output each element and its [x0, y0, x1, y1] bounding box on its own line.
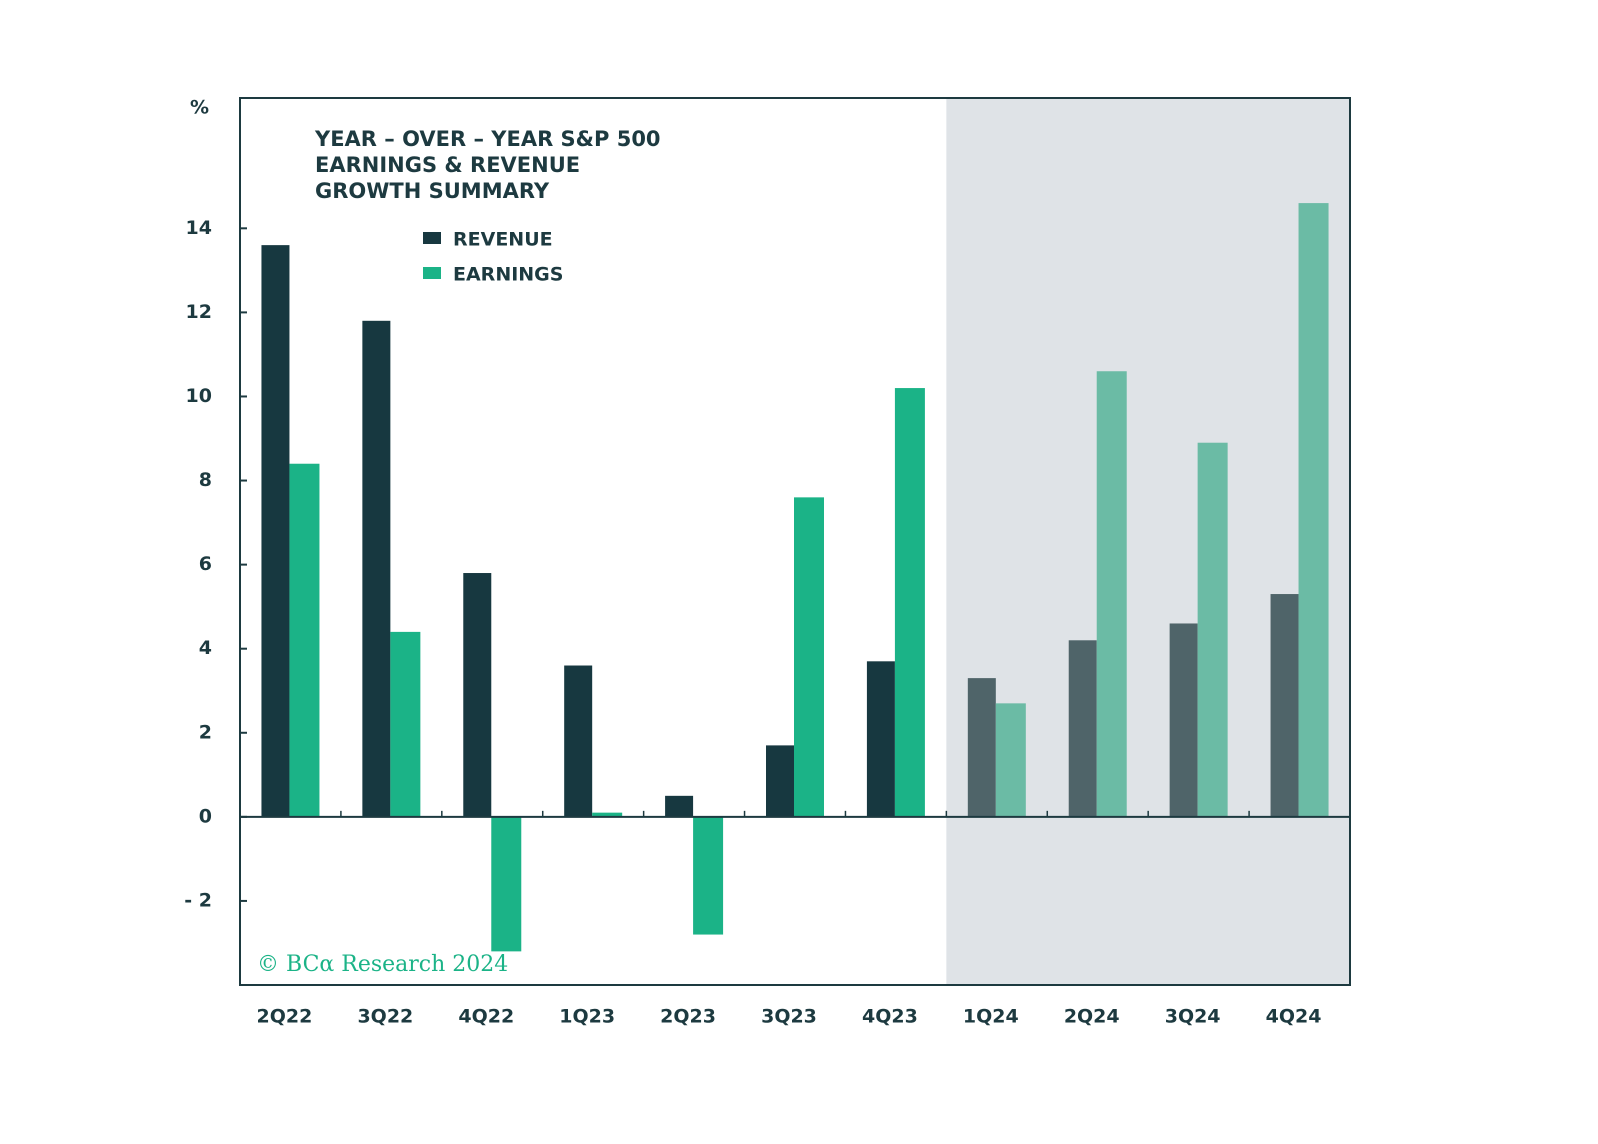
y-tick-label: 2	[199, 721, 212, 743]
legend-label: REVENUE	[453, 229, 553, 251]
bar	[766, 745, 794, 817]
bar	[289, 463, 320, 817]
bar	[665, 795, 694, 817]
y-tick-label: 10	[186, 385, 212, 407]
bar	[1169, 623, 1198, 817]
x-tick-label: 1Q23	[559, 1006, 615, 1028]
bar	[1270, 594, 1299, 817]
title-line: YEAR – OVER – YEAR S&P 500	[314, 127, 661, 151]
bar	[866, 661, 895, 817]
x-tick-label: 3Q23	[761, 1006, 817, 1028]
y-tick-label: 6	[199, 553, 212, 575]
legend-swatch	[423, 232, 441, 244]
bar	[693, 816, 724, 935]
y-tick-label: - 2	[184, 889, 212, 911]
title-line: EARNINGS & REVENUE	[315, 153, 580, 177]
x-tick-label: 2Q23	[660, 1006, 716, 1028]
x-tick-label: 4Q22	[458, 1006, 514, 1028]
bar	[967, 678, 996, 817]
x-tick-label: 2Q24	[1064, 1006, 1120, 1028]
bar	[894, 388, 925, 817]
bar	[491, 816, 522, 952]
bar	[564, 665, 593, 817]
bar	[592, 812, 623, 817]
bar	[1096, 371, 1127, 817]
bar	[261, 245, 290, 817]
bar	[794, 497, 824, 817]
title-line: GROWTH SUMMARY	[315, 179, 550, 203]
bar	[1197, 442, 1228, 817]
y-tick-label: 12	[186, 301, 212, 323]
bar	[463, 573, 492, 817]
bar	[1068, 640, 1097, 817]
shaded-region	[946, 98, 1350, 985]
bar	[1298, 203, 1329, 817]
annotation: © BCα Research 2024	[257, 952, 508, 977]
legend-swatch	[423, 267, 441, 279]
bar	[362, 320, 391, 817]
bar	[995, 703, 1026, 817]
x-tick-label: 4Q23	[862, 1006, 918, 1028]
y-tick-label: 4	[199, 637, 212, 659]
y-tick-label: 14	[186, 217, 212, 239]
x-tick-label: 4Q24	[1266, 1006, 1322, 1028]
x-tick-label: 1Q24	[963, 1006, 1019, 1028]
x-tick-label: 3Q22	[357, 1006, 413, 1028]
y-tick-label: 8	[199, 469, 212, 491]
y-tick-label: 0	[199, 805, 212, 827]
x-tick-label: 3Q24	[1165, 1006, 1221, 1028]
plot-frame	[239, 97, 1351, 986]
y-unit-label: %	[190, 97, 209, 119]
bar	[390, 631, 421, 817]
legend-label: EARNINGS	[453, 264, 563, 286]
x-tick-label: 2Q22	[257, 1006, 313, 1028]
